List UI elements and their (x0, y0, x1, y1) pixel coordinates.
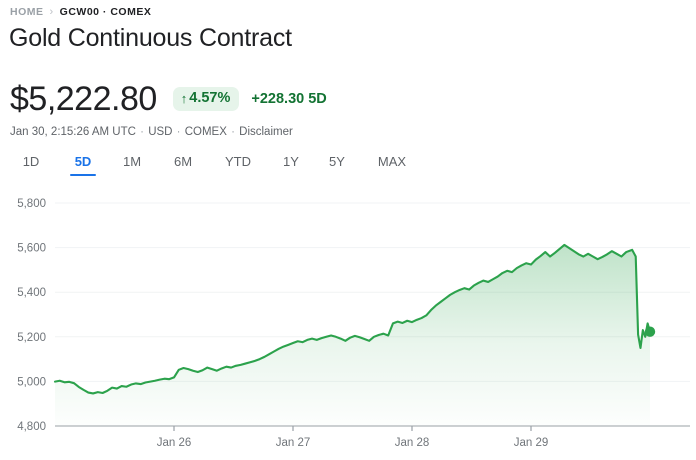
range-tab-6m[interactable]: 6M (173, 154, 193, 169)
range-tab-1m[interactable]: 1M (122, 154, 142, 169)
arrow-up-icon: ↑ (180, 91, 188, 106)
x-axis-label-2: Jan 28 (395, 437, 430, 449)
change-percent-badge: ↑ 4.57% (172, 87, 240, 111)
quote-summary: $5,222.80 ↑ 4.57% +228.30 5D (10, 79, 327, 119)
y-axis-label-4800: 4,800 (17, 421, 46, 433)
breadcrumb-current: GCW00 · COMEX (59, 6, 152, 18)
page-title: Gold Continuous Contract (9, 24, 292, 52)
range-tab-5y[interactable]: 5Y (329, 154, 345, 169)
price-area-fill (55, 244, 650, 426)
price-line (53, 243, 652, 395)
y-axis-label-5800: 5,800 (17, 198, 46, 210)
range-tab-bar[interactable]: 1D 5D 1M 6M YTD 1Y 5Y MAX (0, 150, 696, 180)
meta-separator-3: · (231, 126, 235, 138)
meta-separator-1: · (140, 126, 144, 138)
price-chart-svg: 5,800 5,600 5,400 5,200 5,000 4,800 Jan 26 Jan … (17, 198, 690, 449)
change-percent-value: 4.57% (189, 90, 231, 106)
range-tab-5d[interactable]: 5D (61, 150, 105, 176)
y-axis-label-5600: 5,600 (17, 243, 46, 255)
quote-exchange: COMEX (184, 126, 227, 138)
x-axis-label-3: Jan 29 (514, 437, 549, 449)
breadcrumb: HOME › GCW00 · COMEX (10, 6, 151, 18)
last-price-marker (644, 326, 656, 337)
y-axis-label-5400: 5,400 (17, 287, 46, 299)
breadcrumb-separator-icon: › (49, 6, 54, 18)
breadcrumb-home-link[interactable]: HOME (10, 6, 44, 18)
y-axis-label-5000: 5,000 (17, 376, 46, 388)
range-tab-max[interactable]: MAX (377, 154, 407, 169)
change-absolute-value: +228.30 5D (251, 90, 327, 107)
x-axis-label-1: Jan 27 (276, 437, 311, 449)
meta-separator-2: · (176, 126, 181, 138)
y-axis-label-5200: 5,200 (17, 332, 46, 344)
quote-meta: Jan 30, 2:15:26 AM UTC · USD · COMEX · D… (10, 126, 293, 138)
x-axis-label-0: Jan 26 (157, 437, 192, 449)
range-tab-1d[interactable]: 1D (22, 154, 40, 169)
range-tab-1y[interactable]: 1Y (283, 154, 299, 169)
quote-currency: USD (148, 126, 173, 138)
quote-timestamp: Jan 30, 2:15:26 AM UTC (10, 126, 136, 138)
current-price: $5,222.80 (10, 80, 157, 118)
disclaimer-link[interactable]: Disclaimer (239, 126, 293, 138)
price-chart[interactable]: 5,800 5,600 5,400 5,200 5,000 4,800 Jan 26 Jan … (0, 186, 696, 460)
range-tab-ytd[interactable]: YTD (225, 154, 251, 169)
